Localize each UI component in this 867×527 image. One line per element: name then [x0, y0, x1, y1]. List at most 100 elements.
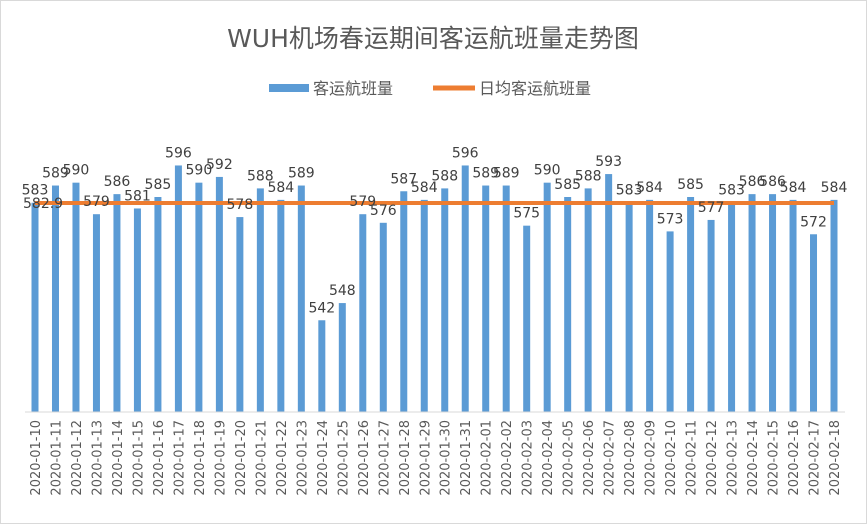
x-tick-label-2020-02-04: 2020-02-04	[541, 420, 556, 496]
data-label-2020-01-25: 548	[329, 283, 356, 299]
bar-2020-02-11	[687, 197, 695, 412]
x-tick-label-2020-02-13: 2020-02-13	[726, 420, 741, 496]
bar-2020-01-19	[215, 176, 223, 412]
bar-2020-01-27	[379, 222, 387, 412]
bar-2020-02-18	[830, 199, 838, 412]
data-label-2020-01-13: 579	[83, 194, 110, 210]
data-label-2020-02-09: 584	[636, 180, 663, 196]
x-tick-label-2020-01-13: 2020-01-13	[90, 420, 105, 496]
data-label-2020-02-14: 586	[739, 174, 766, 190]
x-tick-label-2020-01-25: 2020-01-25	[336, 420, 351, 496]
chart-title: WUH机场春运期间客运航班量走势图	[227, 24, 639, 53]
bar-2020-01-23	[297, 185, 305, 412]
bar-2020-02-15	[769, 194, 777, 412]
data-label-2020-02-02: 589	[493, 166, 520, 182]
data-label-2020-01-10: 583	[22, 183, 49, 199]
bar-2020-02-09	[646, 199, 654, 412]
bar-2020-01-18	[195, 182, 203, 412]
bar-2020-01-31	[461, 165, 469, 412]
data-label-2020-02-17: 572	[800, 214, 827, 230]
x-tick-label-2020-02-15: 2020-02-15	[767, 420, 782, 496]
data-label-2020-01-18: 590	[186, 163, 213, 179]
x-tick-label-2020-01-29: 2020-01-29	[418, 420, 433, 496]
bar-2020-02-10	[666, 231, 674, 412]
bar-2020-01-20	[236, 217, 244, 412]
x-tick-label-2020-01-11: 2020-01-11	[49, 420, 64, 496]
data-label-2020-01-20: 578	[227, 197, 254, 213]
legend: 客运航班量 日均客运航班量	[269, 79, 591, 98]
bar-2020-01-25	[338, 303, 346, 412]
bar-2020-01-30	[441, 188, 449, 412]
x-tick-label-2020-02-11: 2020-02-11	[685, 420, 700, 496]
x-tick-label-2020-02-14: 2020-02-14	[746, 420, 761, 496]
x-tick-label-2020-02-18: 2020-02-18	[828, 420, 843, 496]
bar-2020-02-07	[605, 174, 613, 412]
data-label-2020-01-26: 579	[349, 194, 376, 210]
data-label-2020-02-15: 586	[759, 174, 786, 190]
bar-2020-01-17	[174, 165, 182, 412]
data-label-2020-01-30: 588	[431, 168, 458, 184]
data-label-2020-01-14: 586	[104, 174, 131, 190]
data-label-2020-01-22: 584	[267, 180, 294, 196]
bar-2020-02-04	[543, 182, 551, 412]
bar-2020-02-08	[625, 202, 633, 412]
data-label-2020-01-17: 596	[165, 145, 192, 161]
bar-2020-02-17	[810, 234, 818, 412]
x-tick-label-2020-01-15: 2020-01-15	[131, 420, 146, 496]
data-label-2020-01-24: 542	[308, 300, 335, 316]
bar-2020-02-02	[502, 185, 510, 412]
legend-label-bar: 客运航班量	[313, 79, 393, 98]
x-tick-label-2020-02-01: 2020-02-01	[480, 420, 495, 496]
x-tick-label-2020-02-06: 2020-02-06	[582, 420, 597, 496]
bar-2020-02-12	[707, 219, 715, 412]
bar-2020-01-28	[400, 191, 408, 412]
x-tick-label-2020-01-21: 2020-01-21	[254, 420, 269, 496]
bar-2020-01-24	[318, 320, 326, 412]
data-label-2020-02-07: 593	[595, 154, 622, 170]
x-tick-label-2020-01-23: 2020-01-23	[295, 420, 310, 496]
data-label-2020-02-18: 584	[821, 180, 848, 196]
data-label-2020-02-08: 583	[616, 183, 643, 199]
data-label-2020-02-03: 575	[513, 206, 540, 222]
data-label-2020-02-06: 588	[575, 168, 602, 184]
x-tick-label-2020-02-16: 2020-02-16	[787, 420, 802, 496]
x-tick-label-2020-02-17: 2020-02-17	[808, 420, 823, 496]
data-label-2020-02-11: 585	[677, 177, 704, 193]
average-line-label: 582.9	[23, 196, 63, 212]
data-label-2020-01-23: 589	[288, 166, 315, 182]
bar-2020-02-16	[789, 199, 797, 412]
x-tick-label-2020-02-12: 2020-02-12	[705, 420, 720, 496]
x-tick-label-2020-01-28: 2020-01-28	[398, 420, 413, 496]
legend-label-line: 日均客运航班量	[479, 79, 591, 98]
data-label-2020-01-21: 588	[247, 168, 274, 184]
x-tick-label-2020-02-09: 2020-02-09	[644, 420, 659, 496]
bar-2020-02-14	[748, 194, 756, 412]
data-label-2020-01-16: 585	[145, 177, 172, 193]
bar-2020-01-10	[31, 202, 39, 412]
bar-2020-01-21	[256, 188, 264, 412]
bar-2020-02-01	[482, 185, 490, 412]
legend-swatch-bar	[269, 84, 309, 92]
data-label-2020-01-29: 584	[411, 180, 438, 196]
data-label-2020-02-13: 583	[718, 183, 745, 199]
x-tick-label-2020-01-22: 2020-01-22	[275, 420, 290, 496]
data-label-2020-02-10: 573	[657, 211, 684, 227]
data-label-2020-02-01: 589	[472, 166, 499, 182]
x-tick-label-2020-01-18: 2020-01-18	[193, 420, 208, 496]
bar-2020-02-03	[523, 225, 531, 412]
x-tick-label-2020-01-24: 2020-01-24	[316, 420, 331, 496]
data-label-2020-01-15: 581	[124, 188, 151, 204]
bar-2020-02-05	[564, 197, 572, 412]
x-tick-label-2020-01-27: 2020-01-27	[377, 420, 392, 496]
x-tick-label-2020-01-31: 2020-01-31	[459, 420, 474, 496]
x-tick-label-2020-02-03: 2020-02-03	[521, 420, 536, 496]
x-tick-label-2020-02-10: 2020-02-10	[664, 420, 679, 496]
x-tick-label-2020-02-02: 2020-02-02	[500, 420, 515, 496]
bar-2020-02-06	[584, 188, 592, 412]
data-label-2020-01-19: 592	[206, 157, 233, 173]
data-label-2020-02-12: 577	[698, 200, 725, 216]
data-label-2020-01-12: 590	[63, 163, 90, 179]
x-tick-label-2020-01-19: 2020-01-19	[213, 420, 228, 496]
bar-2020-01-26	[359, 214, 367, 412]
